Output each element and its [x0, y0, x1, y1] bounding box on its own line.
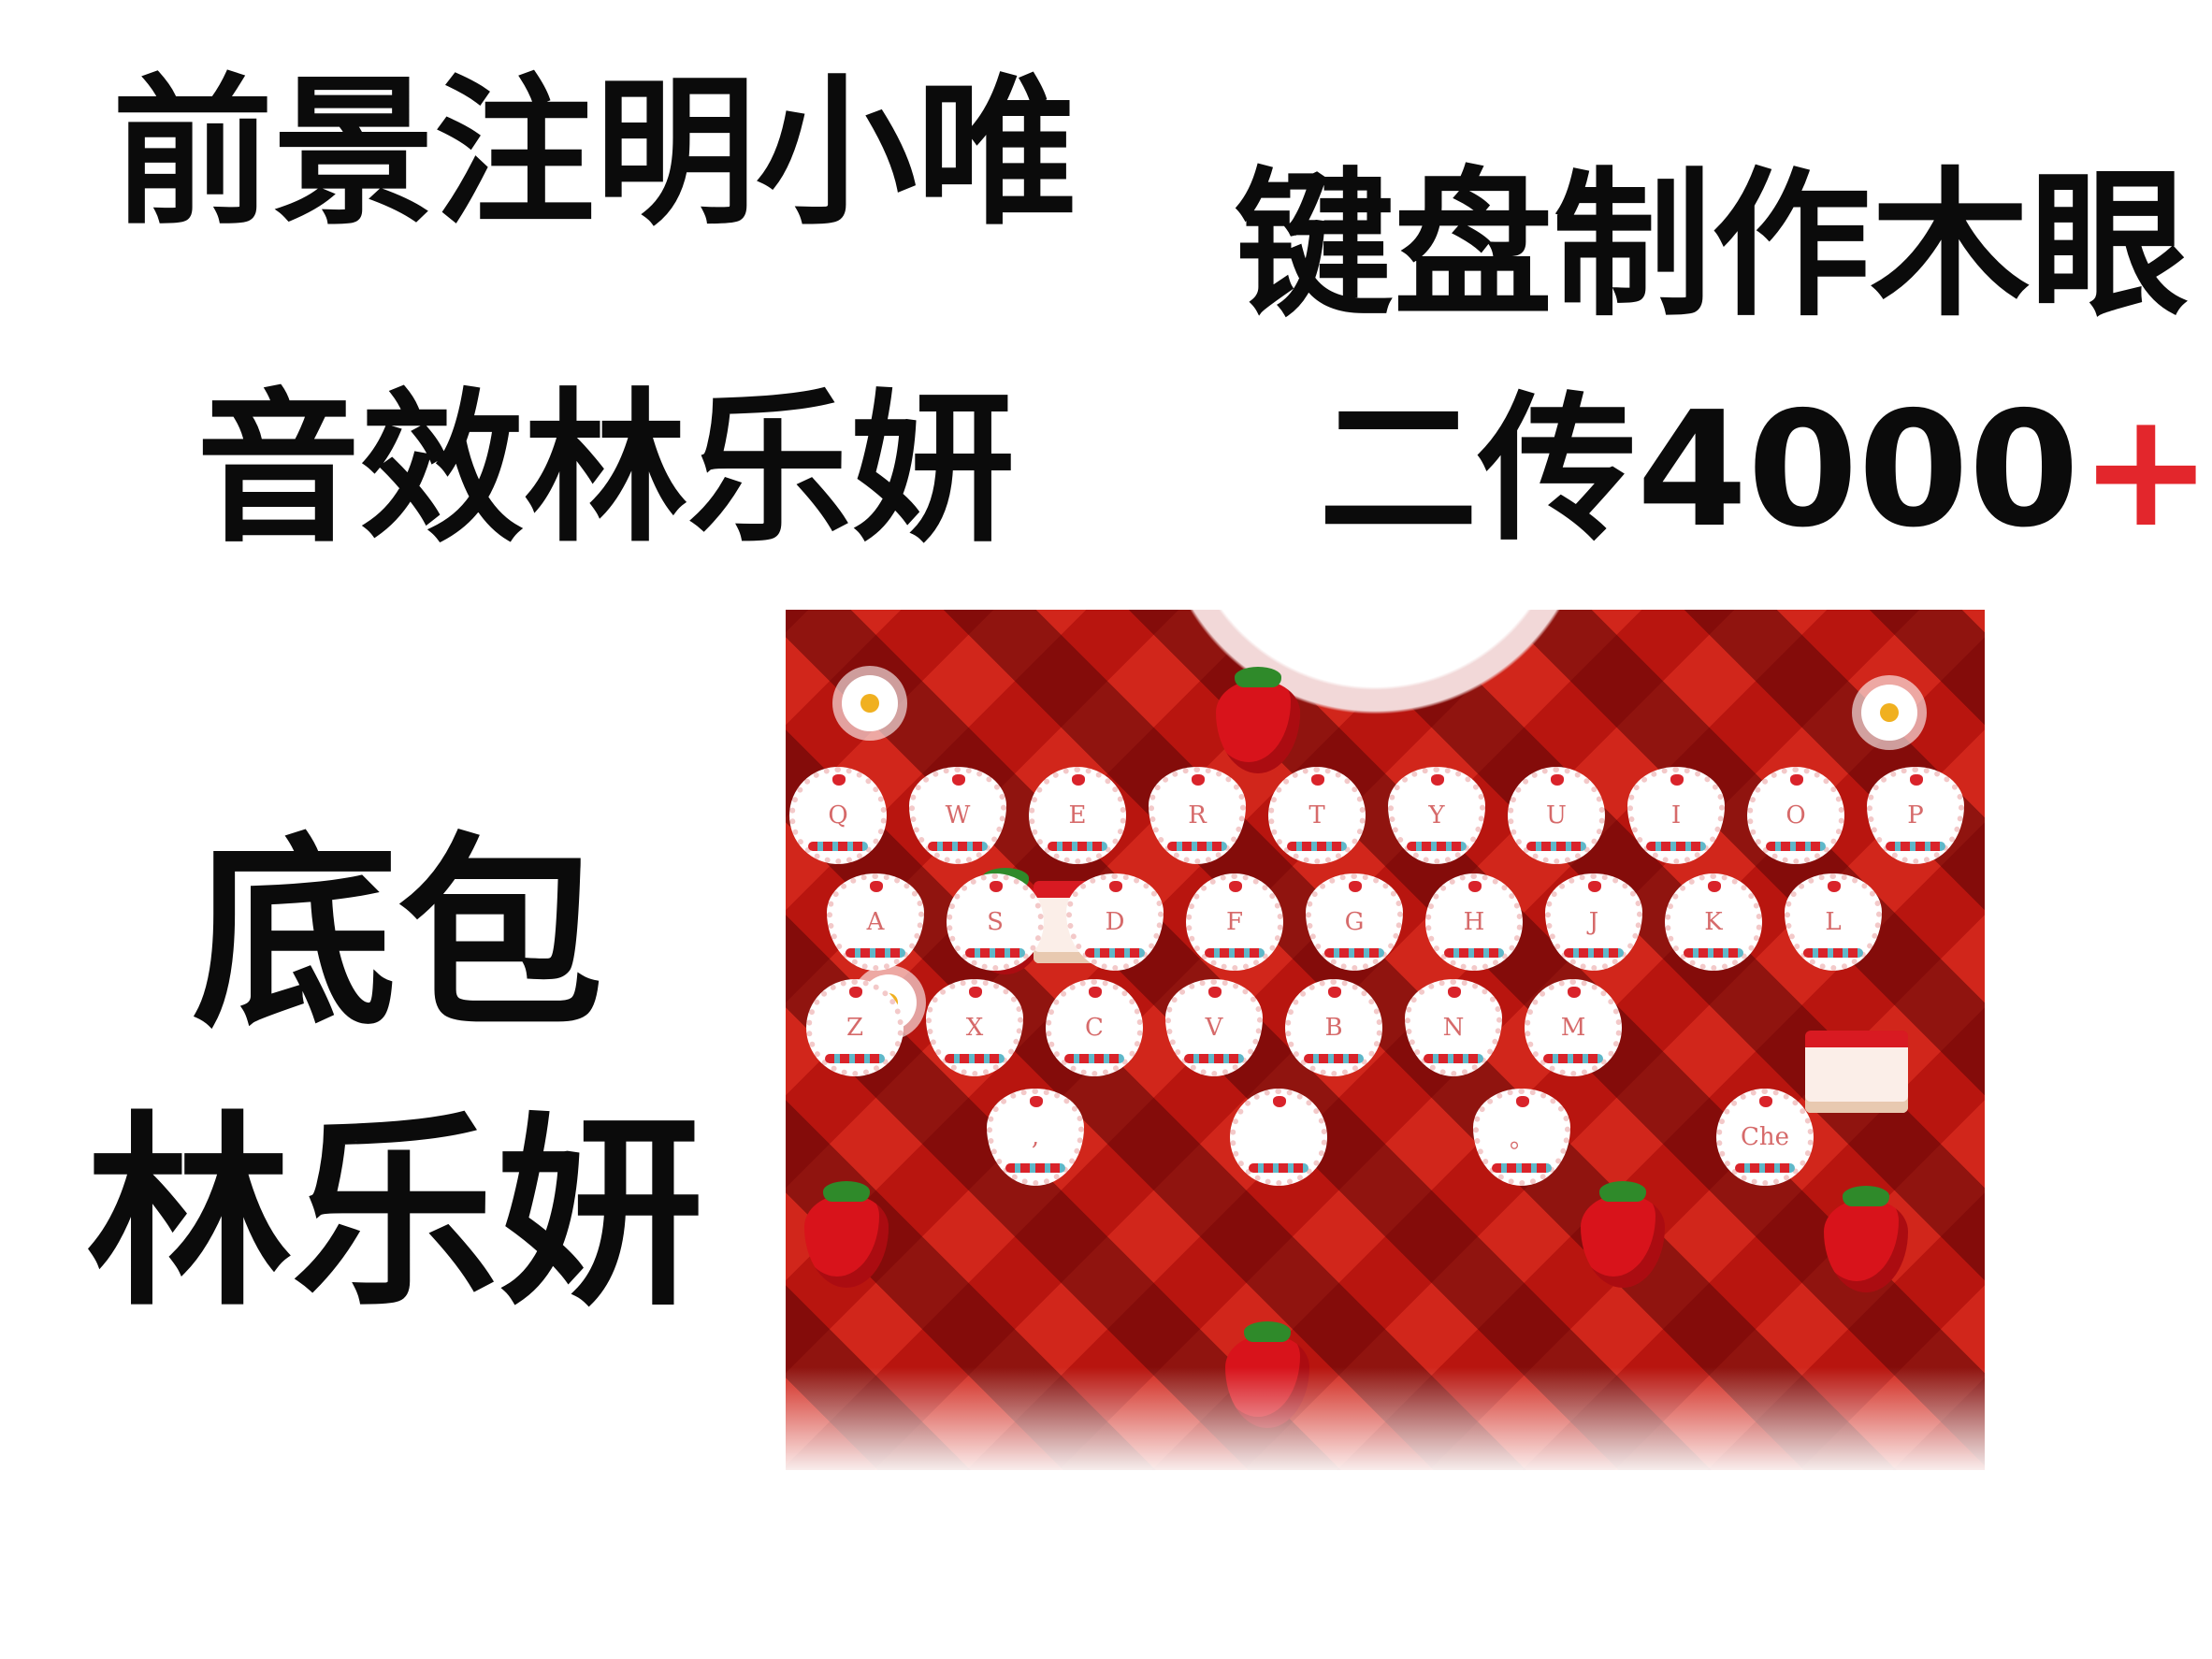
bottom-fade	[786, 1367, 1985, 1470]
repost-plus: +	[2079, 378, 2212, 563]
key-row1-7[interactable]: I	[1627, 767, 1725, 864]
key-row1-6[interactable]: U	[1508, 767, 1605, 864]
strawberry-icon	[1824, 1186, 1908, 1292]
key-row2-6[interactable]: J	[1545, 873, 1642, 971]
key-row2-2[interactable]: D	[1066, 873, 1164, 971]
key-row4-2[interactable]: 。	[1473, 1089, 1570, 1186]
key-row3-3[interactable]: V	[1165, 979, 1263, 1076]
strawberry-icon	[1581, 1181, 1665, 1288]
flower-icon	[1861, 685, 1917, 741]
key-row3-2[interactable]: C	[1046, 979, 1143, 1076]
key-row4-0[interactable]: ,	[987, 1089, 1084, 1186]
key-row2-4[interactable]: G	[1306, 873, 1403, 971]
key-row3-1[interactable]: X	[926, 979, 1023, 1076]
key-row1-8[interactable]: O	[1747, 767, 1844, 864]
key-row2-5[interactable]: H	[1425, 873, 1523, 971]
key-row1-5[interactable]: Y	[1388, 767, 1485, 864]
strawberry-icon	[1216, 667, 1300, 773]
bottom-pack-label: 底包	[192, 815, 604, 1055]
key-row1-3[interactable]: R	[1149, 767, 1246, 864]
key-row3-6[interactable]: M	[1525, 979, 1622, 1076]
cake-slice-icon	[1805, 1031, 1908, 1113]
key-row2-0[interactable]: A	[827, 873, 924, 971]
key-row4-3[interactable]: Che	[1716, 1089, 1814, 1186]
keyboard-skin-preview: Q W E R T Y U I O P A S D F G H J K L Z X C V B N M, 。 Che	[786, 610, 1985, 1470]
key-row1-2[interactable]: E	[1029, 767, 1126, 864]
key-row1-4[interactable]: T	[1268, 767, 1366, 864]
key-row1-0[interactable]: Q	[789, 767, 887, 864]
keyboard-maker-credit: 键盘制作木眼	[1235, 153, 2190, 339]
key-row3-4[interactable]: B	[1285, 979, 1382, 1076]
sound-effect-credit: 音效林乐妍	[196, 375, 1015, 565]
key-row2-8[interactable]: L	[1785, 873, 1882, 971]
repost-text: 二传4000	[1319, 378, 2080, 563]
key-row3-5[interactable]: N	[1405, 979, 1502, 1076]
key-row1-9[interactable]: P	[1867, 767, 1964, 864]
strawberry-icon	[804, 1181, 889, 1288]
key-row2-1[interactable]: S	[947, 873, 1044, 971]
key-row2-3[interactable]: F	[1186, 873, 1283, 971]
key-row3-0[interactable]: Z	[806, 979, 904, 1076]
bottom-pack-name: 林乐妍	[86, 1094, 704, 1334]
flower-icon	[842, 675, 898, 731]
key-row4-1[interactable]	[1230, 1089, 1327, 1186]
repost-count: 二传4000+	[1319, 391, 2212, 550]
foreground-credit: 前景注明小唯	[112, 59, 1077, 247]
lace-doily-decoration	[1132, 610, 1618, 741]
key-row2-7[interactable]: K	[1665, 873, 1762, 971]
key-row1-1[interactable]: W	[909, 767, 1006, 864]
